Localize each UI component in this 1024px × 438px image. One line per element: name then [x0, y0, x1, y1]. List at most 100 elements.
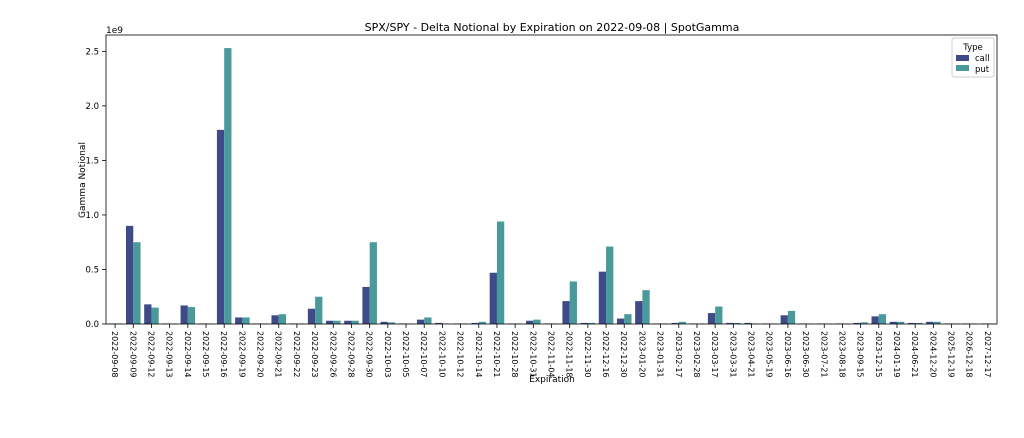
x-tick-label: 2022-10-14 — [474, 331, 483, 378]
x-tick-label: 2023-06-16 — [783, 331, 792, 378]
x-tick-label: 2022-11-18 — [565, 331, 574, 378]
x-tick-label: 2022-09-08 — [110, 331, 119, 378]
bar-put — [315, 296, 323, 324]
bar-put — [533, 319, 541, 324]
x-tick-label: 2022-09-30 — [365, 331, 374, 378]
y-multiplier: 1e9 — [106, 26, 123, 36]
x-tick-label: 2022-10-12 — [456, 331, 465, 378]
bar-put — [333, 320, 341, 324]
y-tick-label: 2.0 — [85, 102, 99, 112]
x-tick-label: 2022-09-22 — [292, 331, 301, 378]
bar-call — [380, 321, 388, 324]
bar-call — [235, 317, 243, 324]
x-tick-label: 2022-10-10 — [437, 331, 446, 378]
bar-put — [915, 322, 923, 324]
x-tick-label: 2022-09-20 — [256, 331, 265, 378]
bar-put — [733, 322, 741, 324]
x-tick-label: 2022-09-28 — [346, 331, 355, 378]
x-tick-label: 2022-09-13 — [165, 331, 174, 378]
bar-call — [489, 272, 497, 324]
legend-label-put: put — [975, 65, 990, 75]
x-tick-label: 2023-02-17 — [674, 331, 683, 378]
legend-title: Type — [962, 43, 983, 53]
bar-put — [678, 321, 687, 324]
x-tick-label: 2023-03-31 — [728, 331, 737, 378]
bar-put — [642, 290, 650, 324]
bar-put — [878, 314, 887, 324]
bar-put — [606, 246, 614, 324]
y-axis-label: Gamma Notional — [78, 142, 88, 218]
x-axis: 2022-09-08 2022-09-09 2022-09-12 2022-09-13… — [110, 324, 992, 378]
bar-call — [562, 301, 570, 324]
chart-title: SPX/SPY - Delta Notional by Expiration o… — [365, 21, 740, 34]
bar-call — [726, 322, 734, 324]
bar-call — [671, 322, 679, 324]
y-tick-label: 0.5 — [85, 265, 99, 275]
x-tick-label: 2022-09-23 — [310, 331, 319, 378]
x-tick-label: 2022-10-05 — [401, 331, 410, 378]
bar-call — [635, 301, 643, 324]
x-tick-label: 2022-09-15 — [201, 331, 210, 378]
x-tick-label: 2023-09-15 — [856, 331, 865, 378]
bar-put — [369, 242, 377, 324]
x-tick-label: 2022-09-12 — [146, 331, 155, 378]
x-tick-label: 2022-09-09 — [128, 331, 137, 378]
x-tick-label: 2025-12-19 — [947, 331, 956, 378]
y-tick-label: 1.0 — [85, 211, 99, 221]
x-tick-label: 2023-12-15 — [874, 331, 883, 378]
x-tick-label: 2023-07-21 — [819, 331, 828, 378]
bars-group — [107, 48, 996, 324]
y-axis: 0.0 0.5 1.0 1.5 2.0 2.5 — [85, 47, 106, 330]
x-tick-label: 2022-12-30 — [619, 331, 628, 378]
bar-call — [216, 129, 225, 324]
legend-label-call: call — [975, 54, 990, 64]
bar-put — [496, 221, 505, 324]
x-tick-label: 2022-09-21 — [274, 331, 283, 378]
bar-call — [598, 271, 607, 324]
x-tick-label: 2022-10-28 — [510, 331, 519, 378]
x-tick-label: 2023-08-18 — [837, 331, 846, 378]
bar-put — [933, 321, 941, 324]
x-axis-label: Expiration — [529, 375, 575, 385]
x-tick-label: 2027-12-17 — [983, 331, 992, 378]
legend: Type call put — [951, 37, 995, 78]
x-tick-label: 2022-10-31 — [528, 331, 537, 378]
bar-call — [271, 315, 279, 324]
bar-put — [387, 322, 396, 324]
x-tick-label: 2023-01-31 — [656, 331, 665, 378]
x-tick-label: 2023-03-17 — [710, 331, 719, 378]
bar-put — [424, 317, 432, 324]
x-tick-label: 2023-01-20 — [637, 331, 646, 378]
x-tick-label: 2023-04-21 — [747, 331, 756, 378]
bar-call — [471, 322, 479, 324]
bar-call — [435, 322, 443, 324]
bar-call — [926, 321, 934, 324]
bar-call — [180, 305, 188, 324]
bar-put — [715, 306, 723, 324]
y-tick-label: 2.5 — [85, 47, 99, 57]
bar-call — [871, 316, 879, 324]
bar-put — [351, 320, 359, 324]
bar-put — [242, 317, 250, 324]
bar-put — [133, 242, 141, 324]
bar-put — [151, 307, 159, 324]
x-tick-label: 2022-09-14 — [183, 331, 192, 378]
legend-swatch-put — [956, 65, 969, 71]
x-tick-label: 2022-09-16 — [219, 331, 228, 378]
bar-put — [896, 321, 905, 324]
bar-call — [526, 320, 534, 324]
bar-put — [278, 314, 287, 324]
bar-put — [478, 321, 487, 324]
bar-put — [787, 310, 796, 324]
bar-put — [224, 48, 232, 324]
bar-call — [616, 318, 625, 324]
bar-call — [416, 319, 425, 324]
x-tick-label: 2023-06-30 — [801, 331, 810, 378]
bar-put — [187, 307, 196, 324]
y-tick-label: 0.0 — [85, 320, 99, 330]
bar-call — [307, 308, 316, 324]
x-tick-label: 2022-10-21 — [492, 331, 501, 378]
y-tick-label: 1.5 — [85, 156, 99, 166]
x-tick-label: 2026-12-18 — [965, 331, 974, 378]
